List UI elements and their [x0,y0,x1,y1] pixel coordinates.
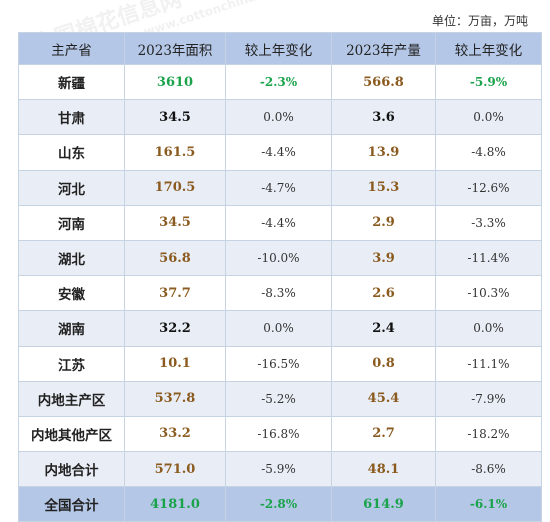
output-cell: 566.8 [331,63,436,101]
table-row: 内地其他产区 33.2 -16.8% 2.7 -18.2% [18,415,542,453]
area-change-cell: -4.7% [225,169,332,206]
output-cell: 3.6 [331,99,436,136]
area-cell: 32.2 [124,310,226,347]
area-change-cell: -4.4% [225,204,332,241]
province-cell: 甘肃 [18,99,125,136]
header-output-change: 较上年变化 [435,32,542,65]
table-row: 新疆 3610 -2.3% 566.8 -5.9% [18,63,542,101]
total-area-cell: 4181.0 [124,486,226,522]
area-change-cell: 0.0% [225,99,332,136]
province-cell: 湖南 [18,310,125,347]
output-cell: 0.8 [331,345,436,382]
total-area-change-cell: -2.8% [225,486,332,522]
area-change-cell: -5.2% [225,380,332,417]
area-change-cell: -16.5% [225,345,332,382]
province-cell: 安徽 [18,275,125,312]
output-cell: 13.9 [331,134,436,171]
output-cell: 15.3 [331,169,436,206]
area-change-cell: -5.9% [225,451,332,488]
output-cell: 2.6 [331,275,436,312]
table-row: 山东 161.5 -4.4% 13.9 -4.8% [18,134,542,171]
province-cell: 河南 [18,204,125,241]
header-output: 2023年产量 [331,32,436,65]
output-cell: 48.1 [331,451,436,488]
output-change-cell: -5.9% [435,63,542,101]
table-row: 内地合计 571.0 -5.9% 48.1 -8.6% [18,451,542,488]
province-cell: 内地主产区 [18,380,125,417]
table-row: 湖北 56.8 -10.0% 3.9 -11.4% [18,239,542,277]
output-cell: 2.9 [331,204,436,241]
output-change-cell: 0.0% [435,99,542,136]
province-cell: 山东 [18,134,125,171]
area-change-cell: -8.3% [225,275,332,312]
area-cell: 34.5 [124,204,226,241]
output-change-cell: -8.6% [435,451,542,488]
area-cell: 33.2 [124,415,226,453]
table-row: 河北 170.5 -4.7% 15.3 -12.6% [18,169,542,206]
output-cell: 2.4 [331,310,436,347]
output-cell: 45.4 [331,380,436,417]
output-change-cell: -11.1% [435,345,542,382]
table-row: 湖南 32.2 0.0% 2.4 0.0% [18,310,542,347]
output-cell: 2.7 [331,415,436,453]
province-cell: 新疆 [18,63,125,101]
output-change-cell: -12.6% [435,169,542,206]
output-change-cell: -10.3% [435,275,542,312]
table-row: 江苏 10.1 -16.5% 0.8 -11.1% [18,345,542,382]
output-change-cell: -18.2% [435,415,542,453]
area-cell: 37.7 [124,275,226,312]
area-change-cell: -4.4% [225,134,332,171]
area-change-cell: -2.3% [225,63,332,101]
table-header-row: 主产省 2023年面积 较上年变化 2023年产量 较上年变化 [18,32,542,65]
area-cell: 571.0 [124,451,226,488]
area-change-cell: 0.0% [225,310,332,347]
province-cell: 内地其他产区 [18,415,125,453]
area-cell: 537.8 [124,380,226,417]
output-change-cell: -3.3% [435,204,542,241]
table-row: 河南 34.5 -4.4% 2.9 -3.3% [18,204,542,241]
area-cell: 161.5 [124,134,226,171]
unit-note: 单位：万亩，万吨 [431,14,528,28]
area-cell: 170.5 [124,169,226,206]
area-cell: 10.1 [124,345,226,382]
province-cell: 江苏 [18,345,125,382]
total-row: 全国合计 4181.0 -2.8% 614.9 -6.1% [18,486,542,522]
area-cell: 3610 [124,63,226,101]
total-province-cell: 全国合计 [18,486,125,522]
table-row: 甘肃 34.5 0.0% 3.6 0.0% [18,99,542,136]
area-cell: 56.8 [124,239,226,277]
table-row: 安徽 37.7 -8.3% 2.6 -10.3% [18,275,542,312]
cotton-data-table: 主产省 2023年面积 较上年变化 2023年产量 较上年变化 新疆 3610 … [18,32,542,522]
output-cell: 3.9 [331,239,436,277]
output-change-cell: 0.0% [435,310,542,347]
output-change-cell: -11.4% [435,239,542,277]
province-cell: 湖北 [18,239,125,277]
area-change-cell: -10.0% [225,239,332,277]
output-change-cell: -4.8% [435,134,542,171]
province-cell: 内地合计 [18,451,125,488]
header-area-change: 较上年变化 [225,32,332,65]
province-cell: 河北 [18,169,125,206]
total-output-change-cell: -6.1% [435,486,542,522]
output-change-cell: -7.9% [435,380,542,417]
header-area: 2023年面积 [124,32,226,65]
header-province: 主产省 [18,32,125,65]
total-output-cell: 614.9 [331,486,436,522]
area-change-cell: -16.8% [225,415,332,453]
area-cell: 34.5 [124,99,226,136]
table-row: 内地主产区 537.8 -5.2% 45.4 -7.9% [18,380,542,417]
